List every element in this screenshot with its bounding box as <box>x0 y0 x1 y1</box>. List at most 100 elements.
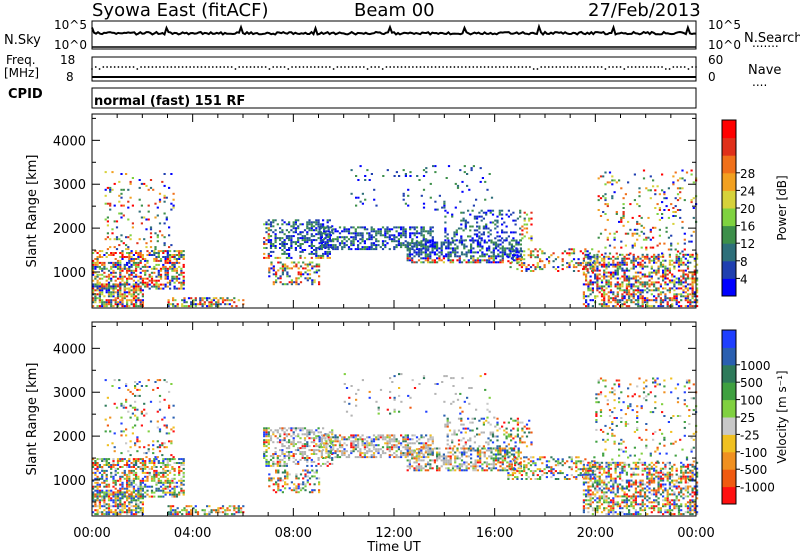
range-cell <box>292 439 295 442</box>
range-cell <box>140 424 143 427</box>
range-cell <box>674 211 677 213</box>
range-cell <box>110 497 113 500</box>
range-cell <box>593 260 596 263</box>
range-cell <box>686 267 690 270</box>
range-cell <box>297 237 300 240</box>
range-cell <box>137 503 140 506</box>
range-cell <box>301 237 304 240</box>
range-cell <box>488 259 491 262</box>
range-cell <box>116 464 120 466</box>
range-cell <box>604 199 607 202</box>
freq-point <box>506 66 509 68</box>
range-cell <box>295 281 298 284</box>
range-cell <box>420 249 423 252</box>
range-cell <box>304 483 307 486</box>
range-cell <box>494 219 497 222</box>
range-cell <box>116 297 120 300</box>
range-cell <box>167 511 170 514</box>
range-cell <box>324 439 327 442</box>
range-cell <box>110 254 113 256</box>
range-cell <box>150 495 154 498</box>
range-cell <box>92 263 95 266</box>
range-cell <box>413 261 416 264</box>
range-cell <box>310 229 313 232</box>
range-cell <box>131 412 134 415</box>
range-cell <box>132 491 135 494</box>
range-cell <box>451 261 455 264</box>
range-cell <box>496 231 499 234</box>
range-cell <box>479 261 482 264</box>
range-cell <box>263 435 266 438</box>
range-cell <box>164 466 167 468</box>
range-cell <box>105 503 108 506</box>
range-cell <box>370 226 373 229</box>
range-cell <box>424 255 427 258</box>
range-cell <box>128 460 131 462</box>
range-cell <box>328 455 331 457</box>
range-cell <box>664 299 667 302</box>
range-cell <box>190 305 193 308</box>
range-cell <box>311 489 314 492</box>
range-cell <box>327 248 330 251</box>
range-cell <box>114 473 117 476</box>
range-cell <box>624 244 627 247</box>
range-cell <box>171 477 174 480</box>
range-cell <box>114 505 117 508</box>
range-cell <box>444 209 447 212</box>
range-cell <box>98 293 101 296</box>
range-cell <box>112 287 115 290</box>
range-cell <box>147 379 150 382</box>
nsky-tick-top: 10^5 <box>54 18 87 32</box>
freq-point <box>298 66 301 68</box>
range-cell <box>322 225 325 228</box>
range-cell <box>112 305 115 308</box>
range-cell <box>121 497 124 500</box>
range-cell <box>657 257 660 260</box>
range-cell <box>103 501 106 504</box>
range-cell <box>657 271 660 274</box>
range-cell <box>101 458 104 461</box>
range-cell <box>295 491 298 494</box>
freq-point <box>102 66 105 68</box>
range-cell <box>509 266 512 269</box>
cpid-value: normal (fast) 151 RF <box>94 94 246 109</box>
range-cell <box>368 246 371 249</box>
range-cell <box>288 453 291 455</box>
range-cell <box>607 283 610 286</box>
range-cell <box>472 257 475 260</box>
range-cell <box>602 175 605 178</box>
range-cell <box>137 283 140 286</box>
range-cell <box>123 491 126 494</box>
range-cell <box>684 279 687 282</box>
range-cell <box>190 303 193 306</box>
freq-point <box>661 66 663 68</box>
range-cell <box>431 245 434 248</box>
range-cell <box>126 301 129 304</box>
range-cell <box>276 437 279 440</box>
range-cell <box>294 449 297 452</box>
range-cell <box>637 301 640 304</box>
range-cell <box>598 263 601 266</box>
range-cell <box>512 237 515 240</box>
range-cell <box>603 265 606 268</box>
freq-point <box>106 66 108 68</box>
range-cell <box>306 265 309 268</box>
range-cell <box>611 179 614 182</box>
range-cell <box>674 248 677 251</box>
freq-point <box>495 66 497 68</box>
range-cell <box>135 297 138 300</box>
range-cell <box>288 223 291 226</box>
range-cell <box>130 265 133 268</box>
range-cell <box>620 246 623 249</box>
range-cell <box>139 281 142 284</box>
range-cell <box>286 473 289 476</box>
range-cell <box>203 297 206 300</box>
range-cell <box>166 466 169 468</box>
range-cell <box>364 198 367 201</box>
range-cell <box>169 491 172 494</box>
range-cell <box>585 263 588 266</box>
range-cell <box>622 197 625 200</box>
range-cell <box>92 462 95 464</box>
range-cell <box>613 246 616 249</box>
range-cell <box>341 246 344 249</box>
